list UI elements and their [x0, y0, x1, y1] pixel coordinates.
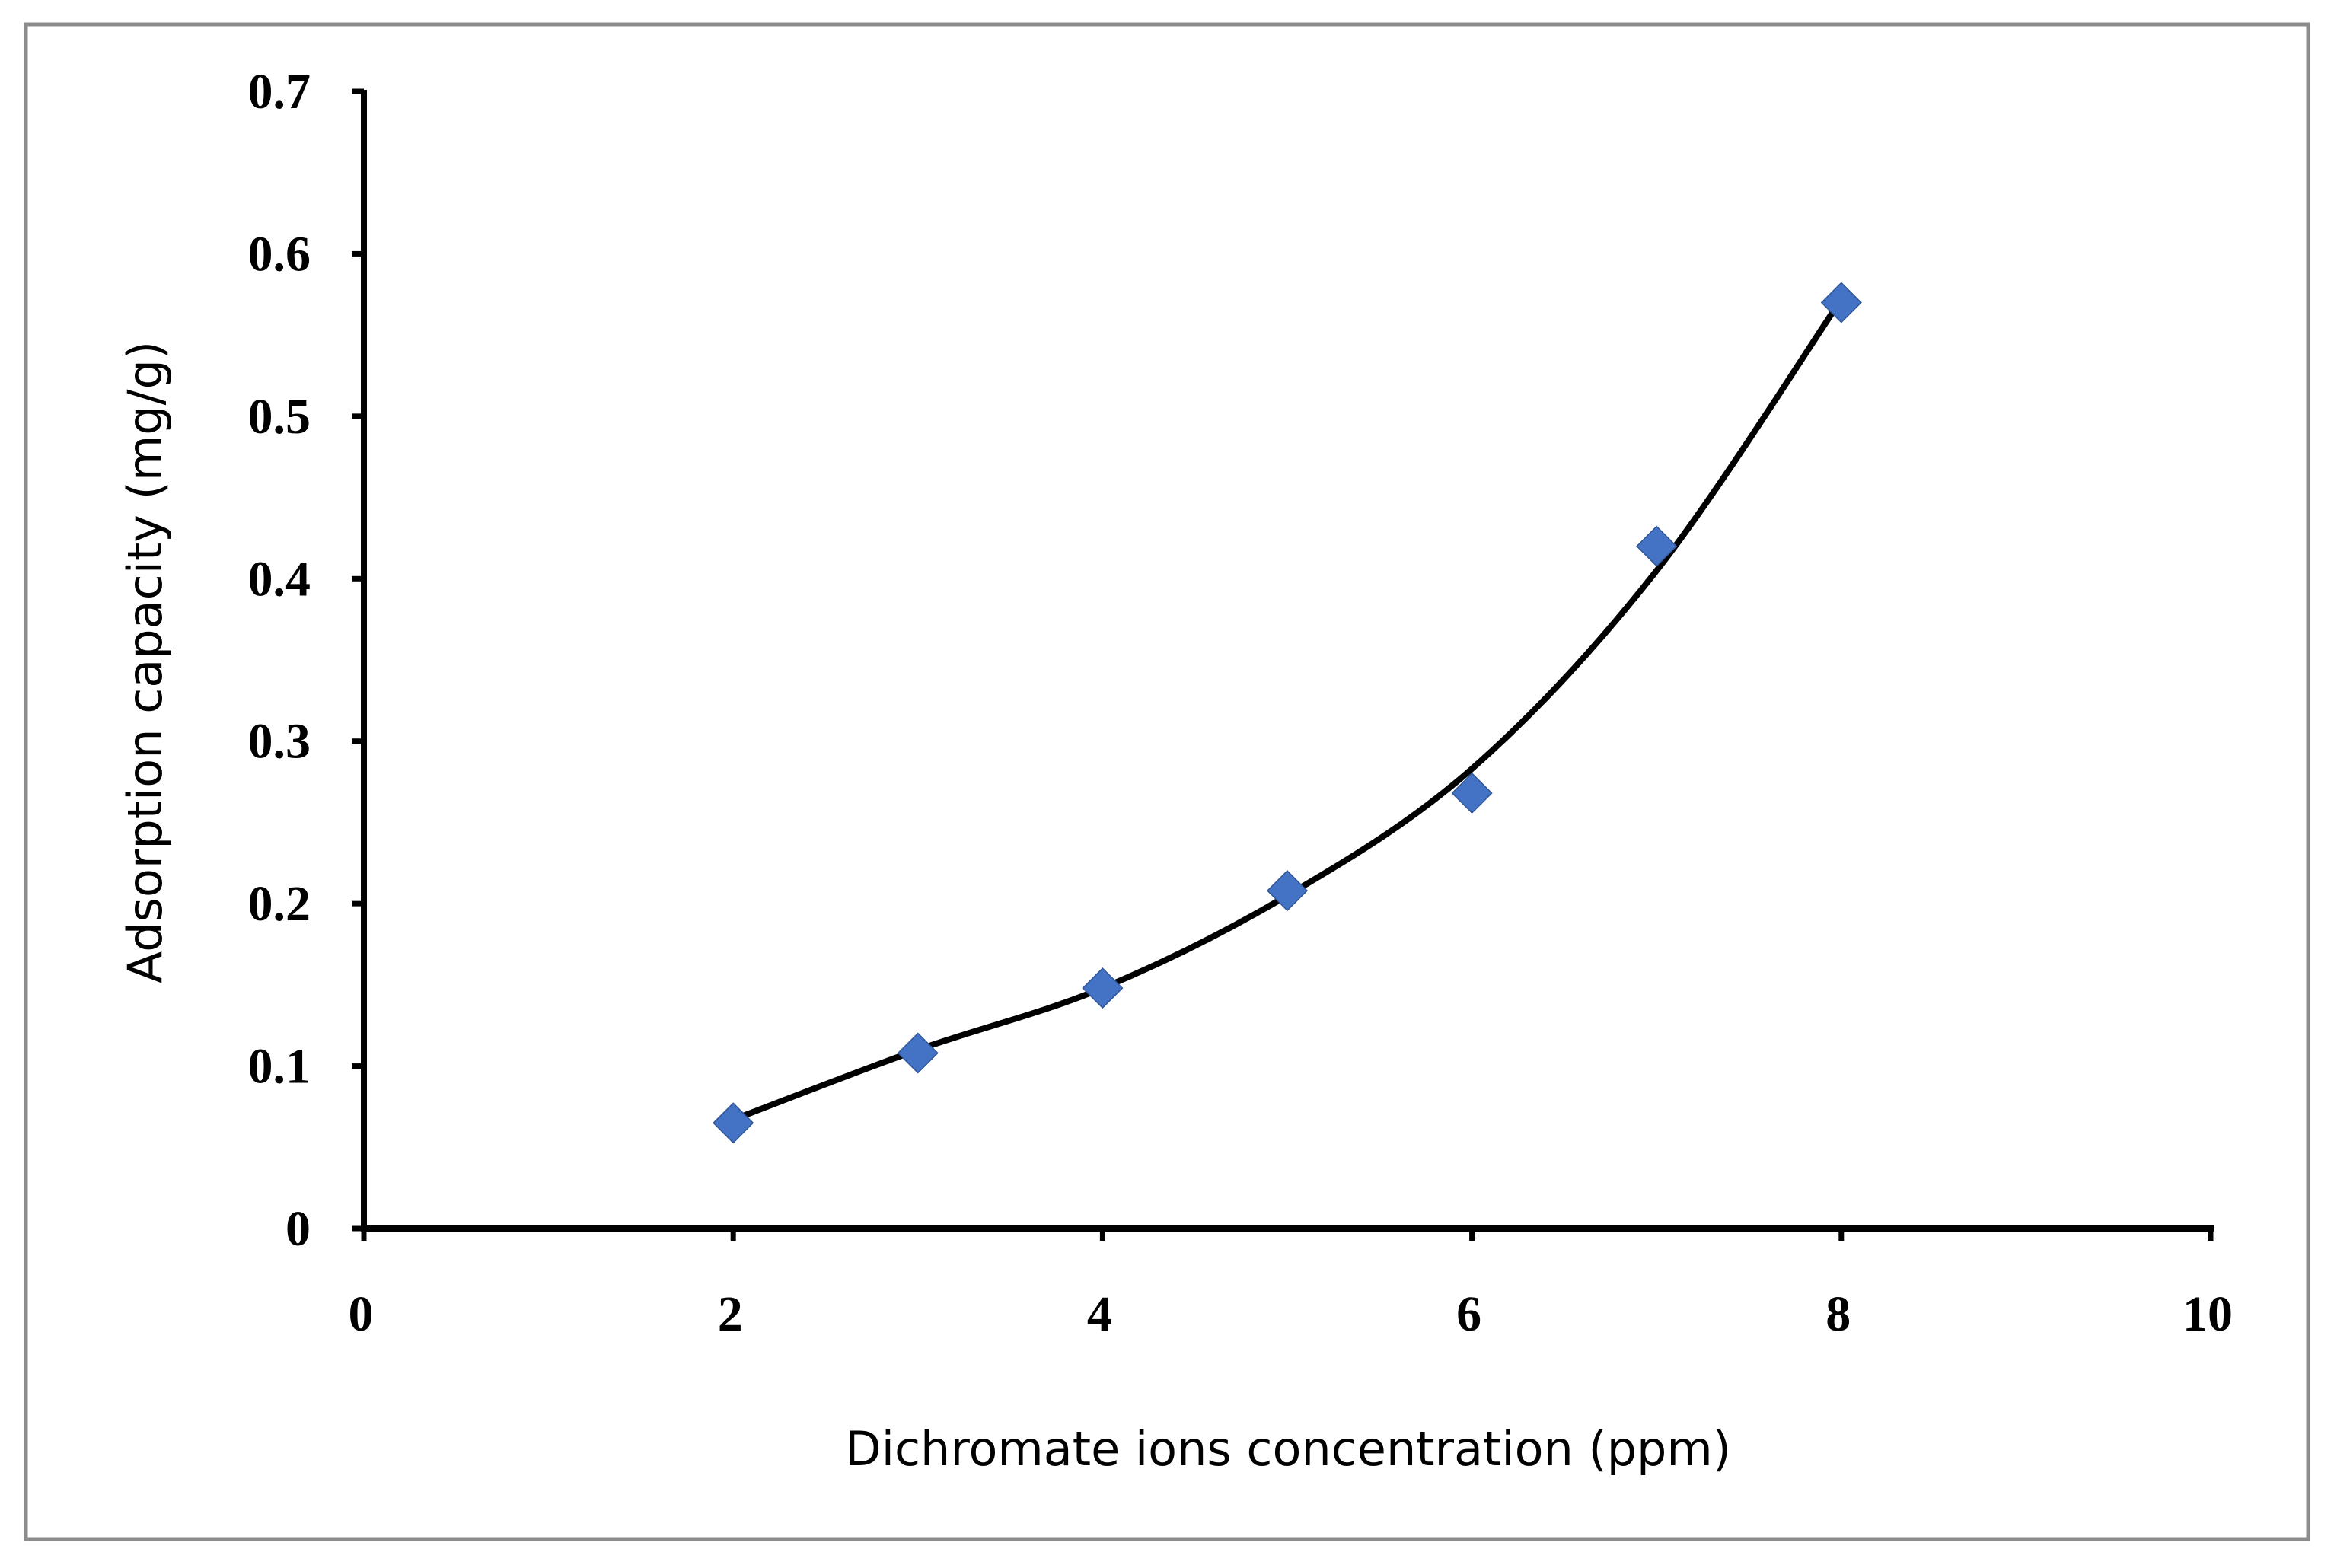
axes	[352, 88, 2214, 1241]
y-tick-label: 0.2	[248, 876, 311, 932]
tick-labels: 0 0.1 0.2 0.3 0.4 0.5 0.6 0.7 0 2 4 6 8 10	[248, 64, 2234, 1342]
data-point	[713, 1102, 754, 1144]
y-axis-title: Adsorption capacity (mg/g)	[117, 341, 173, 983]
data-point	[1082, 967, 1124, 1009]
x-tick-label: 0	[349, 1286, 374, 1342]
data-point	[1266, 870, 1309, 912]
y-tick-label: 0.3	[248, 714, 311, 770]
data-point	[1451, 772, 1493, 814]
data-point	[1820, 282, 1862, 323]
y-tick-label: 0	[285, 1201, 311, 1257]
x-tick-label: 8	[1825, 1286, 1851, 1342]
x-tick-label: 4	[1087, 1286, 1112, 1342]
y-tick-label: 0.4	[248, 551, 311, 607]
y-tick-label: 0.6	[248, 226, 311, 282]
chart-frame	[24, 22, 2310, 1541]
x-tick-label: 10	[2183, 1286, 2233, 1342]
y-tick-label: 0.5	[248, 389, 311, 445]
y-tick-label: 0.1	[248, 1039, 311, 1095]
y-tick-label: 0.7	[248, 64, 311, 120]
x-tick-label: 6	[1456, 1286, 1481, 1342]
x-axis-title: Dichromate ions concentration (ppm)	[845, 1421, 1731, 1477]
data-points	[713, 282, 1862, 1144]
data-point	[1636, 525, 1678, 567]
data-point	[897, 1032, 939, 1074]
x-tick-label: 2	[718, 1286, 743, 1342]
